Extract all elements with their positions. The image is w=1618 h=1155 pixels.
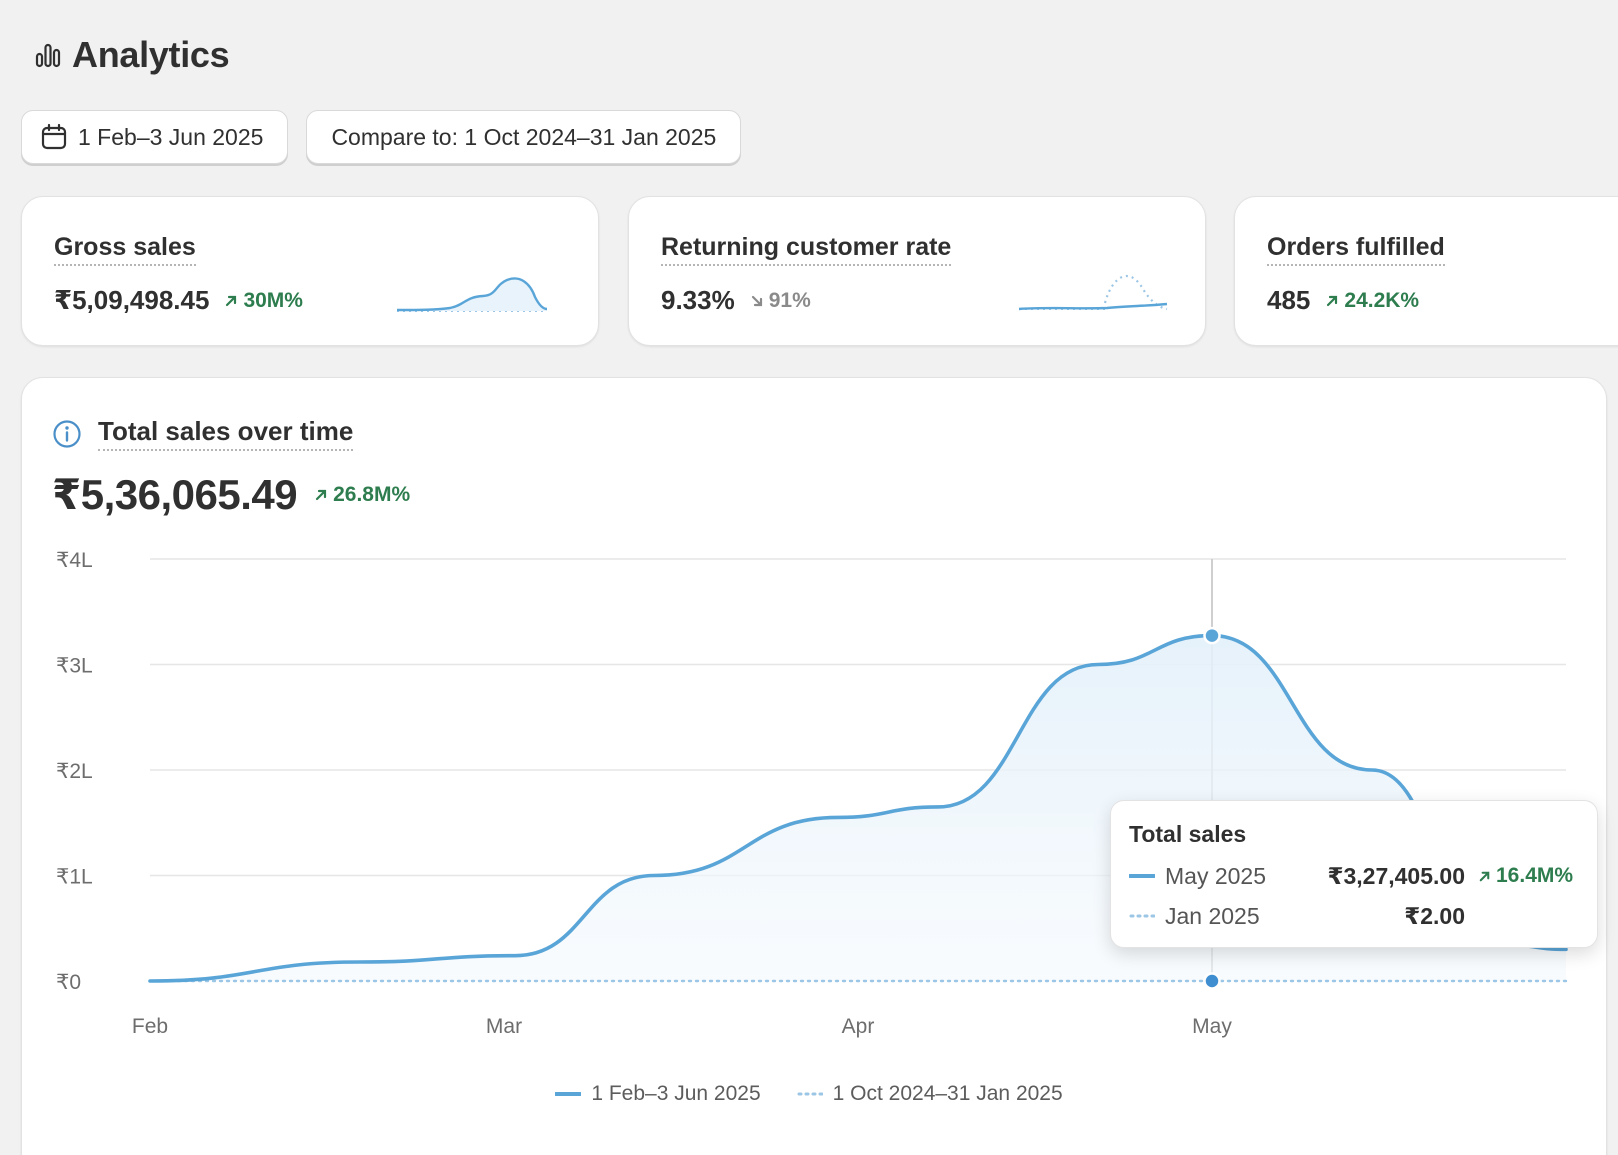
date-range-label: 1 Feb–3 Jun 2025 bbox=[78, 123, 264, 150]
compare-label: Compare to: 1 Oct 2024–31 Jan 2025 bbox=[331, 123, 717, 150]
arrow-up-right-icon bbox=[1327, 295, 1338, 306]
arrow-up-right-icon bbox=[1479, 871, 1490, 881]
page-header: Analytics bbox=[34, 34, 230, 76]
dotted-line-swatch-icon bbox=[1129, 914, 1155, 918]
legend-label: 1 Feb–3 Jun 2025 bbox=[591, 1082, 761, 1105]
bar-chart-icon bbox=[35, 43, 61, 68]
tooltip-period: Jan 2025 bbox=[1165, 902, 1260, 929]
metric-change-value: 24.2K% bbox=[1344, 288, 1420, 312]
arrow-up-right-icon bbox=[226, 295, 237, 306]
calendar-icon bbox=[41, 123, 67, 150]
filters-bar: 1 Feb–3 Jun 2025 Compare to: 1 Oct 2024–… bbox=[21, 110, 742, 164]
arrow-down-right-icon bbox=[751, 295, 762, 306]
sales-change: 26.8M% bbox=[313, 483, 410, 507]
chart-legend: 1 Feb–3 Jun 2025 1 Oct 2024–31 Jan 2025 bbox=[0, 1082, 1618, 1106]
sales-title: Total sales over time bbox=[98, 416, 354, 451]
compare-button[interactable]: Compare to: 1 Oct 2024–31 Jan 2025 bbox=[306, 110, 742, 164]
metric-label: Gross sales bbox=[54, 233, 196, 266]
metric-label: Returning customer rate bbox=[661, 233, 952, 266]
metric-change: 91% bbox=[749, 289, 811, 313]
page-title: Analytics bbox=[72, 34, 230, 75]
date-range-button[interactable]: 1 Feb–3 Jun 2025 bbox=[21, 110, 289, 164]
sparkline-gross-sales bbox=[396, 277, 548, 312]
tooltip-row-current: May 2025 ₹3,27,405.00 16.4M% bbox=[1129, 861, 1589, 891]
tooltip-period: May 2025 bbox=[1165, 862, 1267, 889]
metric-change: 30M% bbox=[223, 289, 303, 313]
metric-change: 24.2K% bbox=[1324, 289, 1419, 313]
sales-change-value: 26.8M% bbox=[333, 482, 411, 506]
tooltip-amount: ₹3,27,405.00 bbox=[1327, 862, 1465, 889]
chart-tooltip: Total sales May 2025 ₹3,27,405.00 16.4M%… bbox=[1110, 800, 1598, 948]
metric-label: Orders fulfilled bbox=[1267, 233, 1445, 266]
arrow-up-right-icon bbox=[316, 489, 327, 500]
tooltip-change: 16.4M% bbox=[1477, 864, 1573, 888]
metric-change-value: 30M% bbox=[243, 288, 303, 312]
metric-card-gross-sales[interactable]: Gross sales ₹5,09,498.45 30M% bbox=[21, 196, 599, 346]
solid-line-swatch-icon bbox=[555, 1092, 582, 1096]
legend-item-previous[interactable]: 1 Oct 2024–31 Jan 2025 bbox=[797, 1082, 1063, 1106]
metric-change-value: 91% bbox=[768, 288, 811, 312]
legend-item-current[interactable]: 1 Feb–3 Jun 2025 bbox=[555, 1082, 761, 1106]
tooltip-amount: ₹2.00 bbox=[1404, 902, 1465, 929]
dotted-line-swatch-icon bbox=[797, 1092, 823, 1096]
metric-value: ₹5,09,498.45 bbox=[54, 285, 210, 315]
info-icon[interactable] bbox=[52, 419, 82, 449]
sparkline-returning-customer-rate bbox=[1018, 275, 1168, 311]
sales-total-value: ₹5,36,065.49 bbox=[52, 471, 298, 518]
metric-value: 9.33% bbox=[661, 285, 735, 315]
metric-value: 485 bbox=[1267, 285, 1311, 315]
legend-label: 1 Oct 2024–31 Jan 2025 bbox=[832, 1082, 1063, 1105]
tooltip-change-value: 16.4M% bbox=[1496, 864, 1574, 887]
sales-over-time-card: Total sales over time ₹5,36,065.49 26.8M… bbox=[21, 377, 1607, 1155]
solid-line-swatch-icon bbox=[1129, 874, 1155, 878]
metric-card-orders-fulfilled[interactable]: Orders fulfilled 485 24.2K% bbox=[1234, 196, 1618, 346]
tooltip-row-previous: Jan 2025 ₹2.00 bbox=[1129, 901, 1589, 931]
tooltip-title: Total sales bbox=[1129, 821, 1247, 847]
metric-card-returning-customer-rate[interactable]: Returning customer rate 9.33% 91% bbox=[628, 196, 1206, 346]
